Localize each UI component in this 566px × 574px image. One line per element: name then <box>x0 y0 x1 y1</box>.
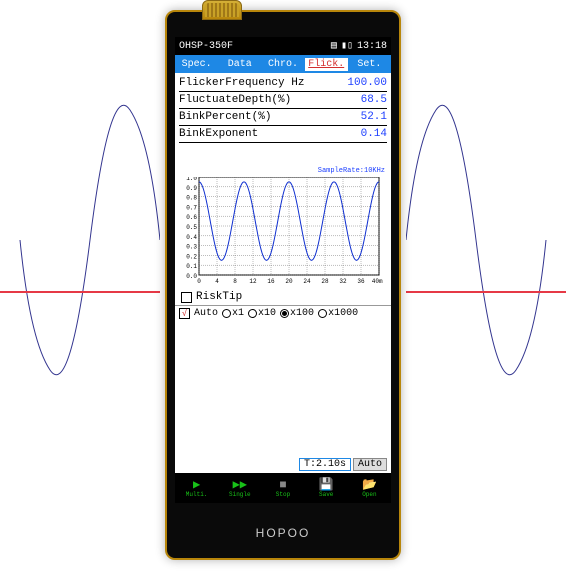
tab-bar: Spec.DataChro.Flick.Set. <box>175 55 391 73</box>
bg-redline-left <box>0 291 160 293</box>
reading-row: FluctuateDepth(%)68.5 <box>179 92 387 109</box>
radio-icon <box>248 309 257 318</box>
tab-spec[interactable]: Spec. <box>175 58 218 71</box>
scale-label: x1000 <box>328 308 358 319</box>
open-icon: 📂 <box>362 479 377 491</box>
stop-icon: ■ <box>279 479 286 491</box>
tab-flick[interactable]: Flick. <box>305 58 348 71</box>
tab-set[interactable]: Set. <box>348 58 391 71</box>
save-icon: 💾 <box>319 479 334 491</box>
svg-text:28: 28 <box>321 278 329 285</box>
bottom-save-button[interactable]: 💾Save <box>305 473 348 503</box>
svg-text:0.7: 0.7 <box>186 204 197 211</box>
status-bar: OHSP-350F ▤ ▮▯ 13:18 <box>175 37 391 55</box>
reading-row: BinkExponent0.14 <box>179 126 387 143</box>
reading-value: 100.00 <box>339 77 387 89</box>
reading-label: BinkExponent <box>179 128 339 140</box>
scale-row: √ Auto x1 x10 x100 x1000 <box>175 305 391 321</box>
svg-text:0.3: 0.3 <box>186 244 197 251</box>
radio-icon <box>222 309 231 318</box>
timer-row: T:2.10s Auto <box>175 456 391 473</box>
reading-label: FluctuateDepth(%) <box>179 94 339 106</box>
svg-text:0.0: 0.0 <box>186 273 197 280</box>
bottom-stop-button[interactable]: ■Stop <box>261 473 304 503</box>
single-label: Single <box>229 491 251 498</box>
radio-icon <box>318 309 327 318</box>
bg-wave-left <box>0 50 160 430</box>
svg-text:0: 0 <box>197 278 201 285</box>
svg-text:1.0: 1.0 <box>186 177 197 182</box>
brand-label: HOPOO <box>167 526 399 540</box>
tab-chro[interactable]: Chro. <box>261 58 304 71</box>
radio-icon <box>280 309 289 318</box>
chart-svg: 1.0 0.9 0.8 0.7 0.6 0.5 0.4 0.3 0.2 0.1 0.00 4 8 12 16… <box>179 177 383 287</box>
scale-label: x10 <box>258 308 276 319</box>
stop-label: Stop <box>276 491 290 498</box>
reading-value: 52.1 <box>339 111 387 123</box>
svg-text:0.5: 0.5 <box>186 224 197 231</box>
reading-value: 68.5 <box>339 94 387 106</box>
bg-wave-right <box>406 50 566 430</box>
timer-auto-button[interactable]: Auto <box>353 458 387 471</box>
svg-text:8: 8 <box>233 278 237 285</box>
svg-text:20: 20 <box>285 278 293 285</box>
scale-option-x10[interactable]: x10 <box>248 308 276 319</box>
auto-label: Auto <box>194 308 218 319</box>
multi-label: Multi. <box>186 491 208 498</box>
svg-text:0.2: 0.2 <box>186 253 197 260</box>
readings-panel: FlickerFrequency Hz100.00FluctuateDepth(… <box>175 73 391 145</box>
device-knob[interactable] <box>202 0 242 20</box>
reading-label: BinkPercent(%) <box>179 111 339 123</box>
svg-text:4: 4 <box>215 278 219 285</box>
bottom-single-button[interactable]: ▶▶Single <box>218 473 261 503</box>
scale-option-x1000[interactable]: x1000 <box>318 308 358 319</box>
multi-icon: ▶ <box>193 479 200 491</box>
svg-text:24: 24 <box>303 278 311 285</box>
bottom-open-button[interactable]: 📂Open <box>348 473 391 503</box>
risk-row: RiskTip <box>175 289 391 305</box>
timer-value[interactable]: T:2.10s <box>299 458 351 471</box>
svg-text:0.9: 0.9 <box>186 185 197 192</box>
device-frame: OHSP-350F ▤ ▮▯ 13:18 Spec.DataChro.Flick… <box>165 10 401 560</box>
scale-option-x1[interactable]: x1 <box>222 308 244 319</box>
bottom-multi-button[interactable]: ▶Multi. <box>175 473 218 503</box>
clock-time: 13:18 <box>357 41 387 52</box>
tab-data[interactable]: Data <box>218 58 261 71</box>
scale-label: x1 <box>232 308 244 319</box>
bottom-bar: ▶Multi.▶▶Single■Stop💾Save📂Open <box>175 473 391 503</box>
battery-icon: ▮▯ <box>341 40 353 52</box>
reading-label: FlickerFrequency Hz <box>179 77 339 89</box>
svg-text:16: 16 <box>267 278 275 285</box>
reading-value: 0.14 <box>339 128 387 140</box>
sample-rate-label: SampleRate:10KHz <box>318 167 385 175</box>
single-icon: ▶▶ <box>233 479 247 491</box>
model-label: OHSP-350F <box>179 41 233 52</box>
svg-text:12: 12 <box>249 278 257 285</box>
sdcard-icon: ▤ <box>331 40 337 52</box>
scale-option-x100[interactable]: x100 <box>280 308 314 319</box>
svg-text:0.4: 0.4 <box>186 234 197 241</box>
svg-text:0.1: 0.1 <box>186 263 197 270</box>
risktip-label: RiskTip <box>196 291 242 303</box>
save-label: Save <box>319 491 333 498</box>
scale-label: x100 <box>290 308 314 319</box>
svg-text:36: 36 <box>357 278 365 285</box>
reading-row: FlickerFrequency Hz100.00 <box>179 75 387 92</box>
bg-redline-right <box>406 291 566 293</box>
svg-text:40ms: 40ms <box>372 278 383 285</box>
svg-text:0.8: 0.8 <box>186 195 197 202</box>
device-screen: OHSP-350F ▤ ▮▯ 13:18 Spec.DataChro.Flick… <box>175 37 391 503</box>
svg-text:0.6: 0.6 <box>186 214 197 221</box>
risktip-checkbox[interactable] <box>181 292 192 303</box>
auto-checkbox[interactable]: √ <box>179 308 190 319</box>
svg-text:32: 32 <box>339 278 347 285</box>
open-label: Open <box>362 491 376 498</box>
reading-row: BinkPercent(%)52.1 <box>179 109 387 126</box>
flicker-chart: SampleRate:10KHz 1.00.90.80.70.60.50.40.… <box>179 177 387 287</box>
